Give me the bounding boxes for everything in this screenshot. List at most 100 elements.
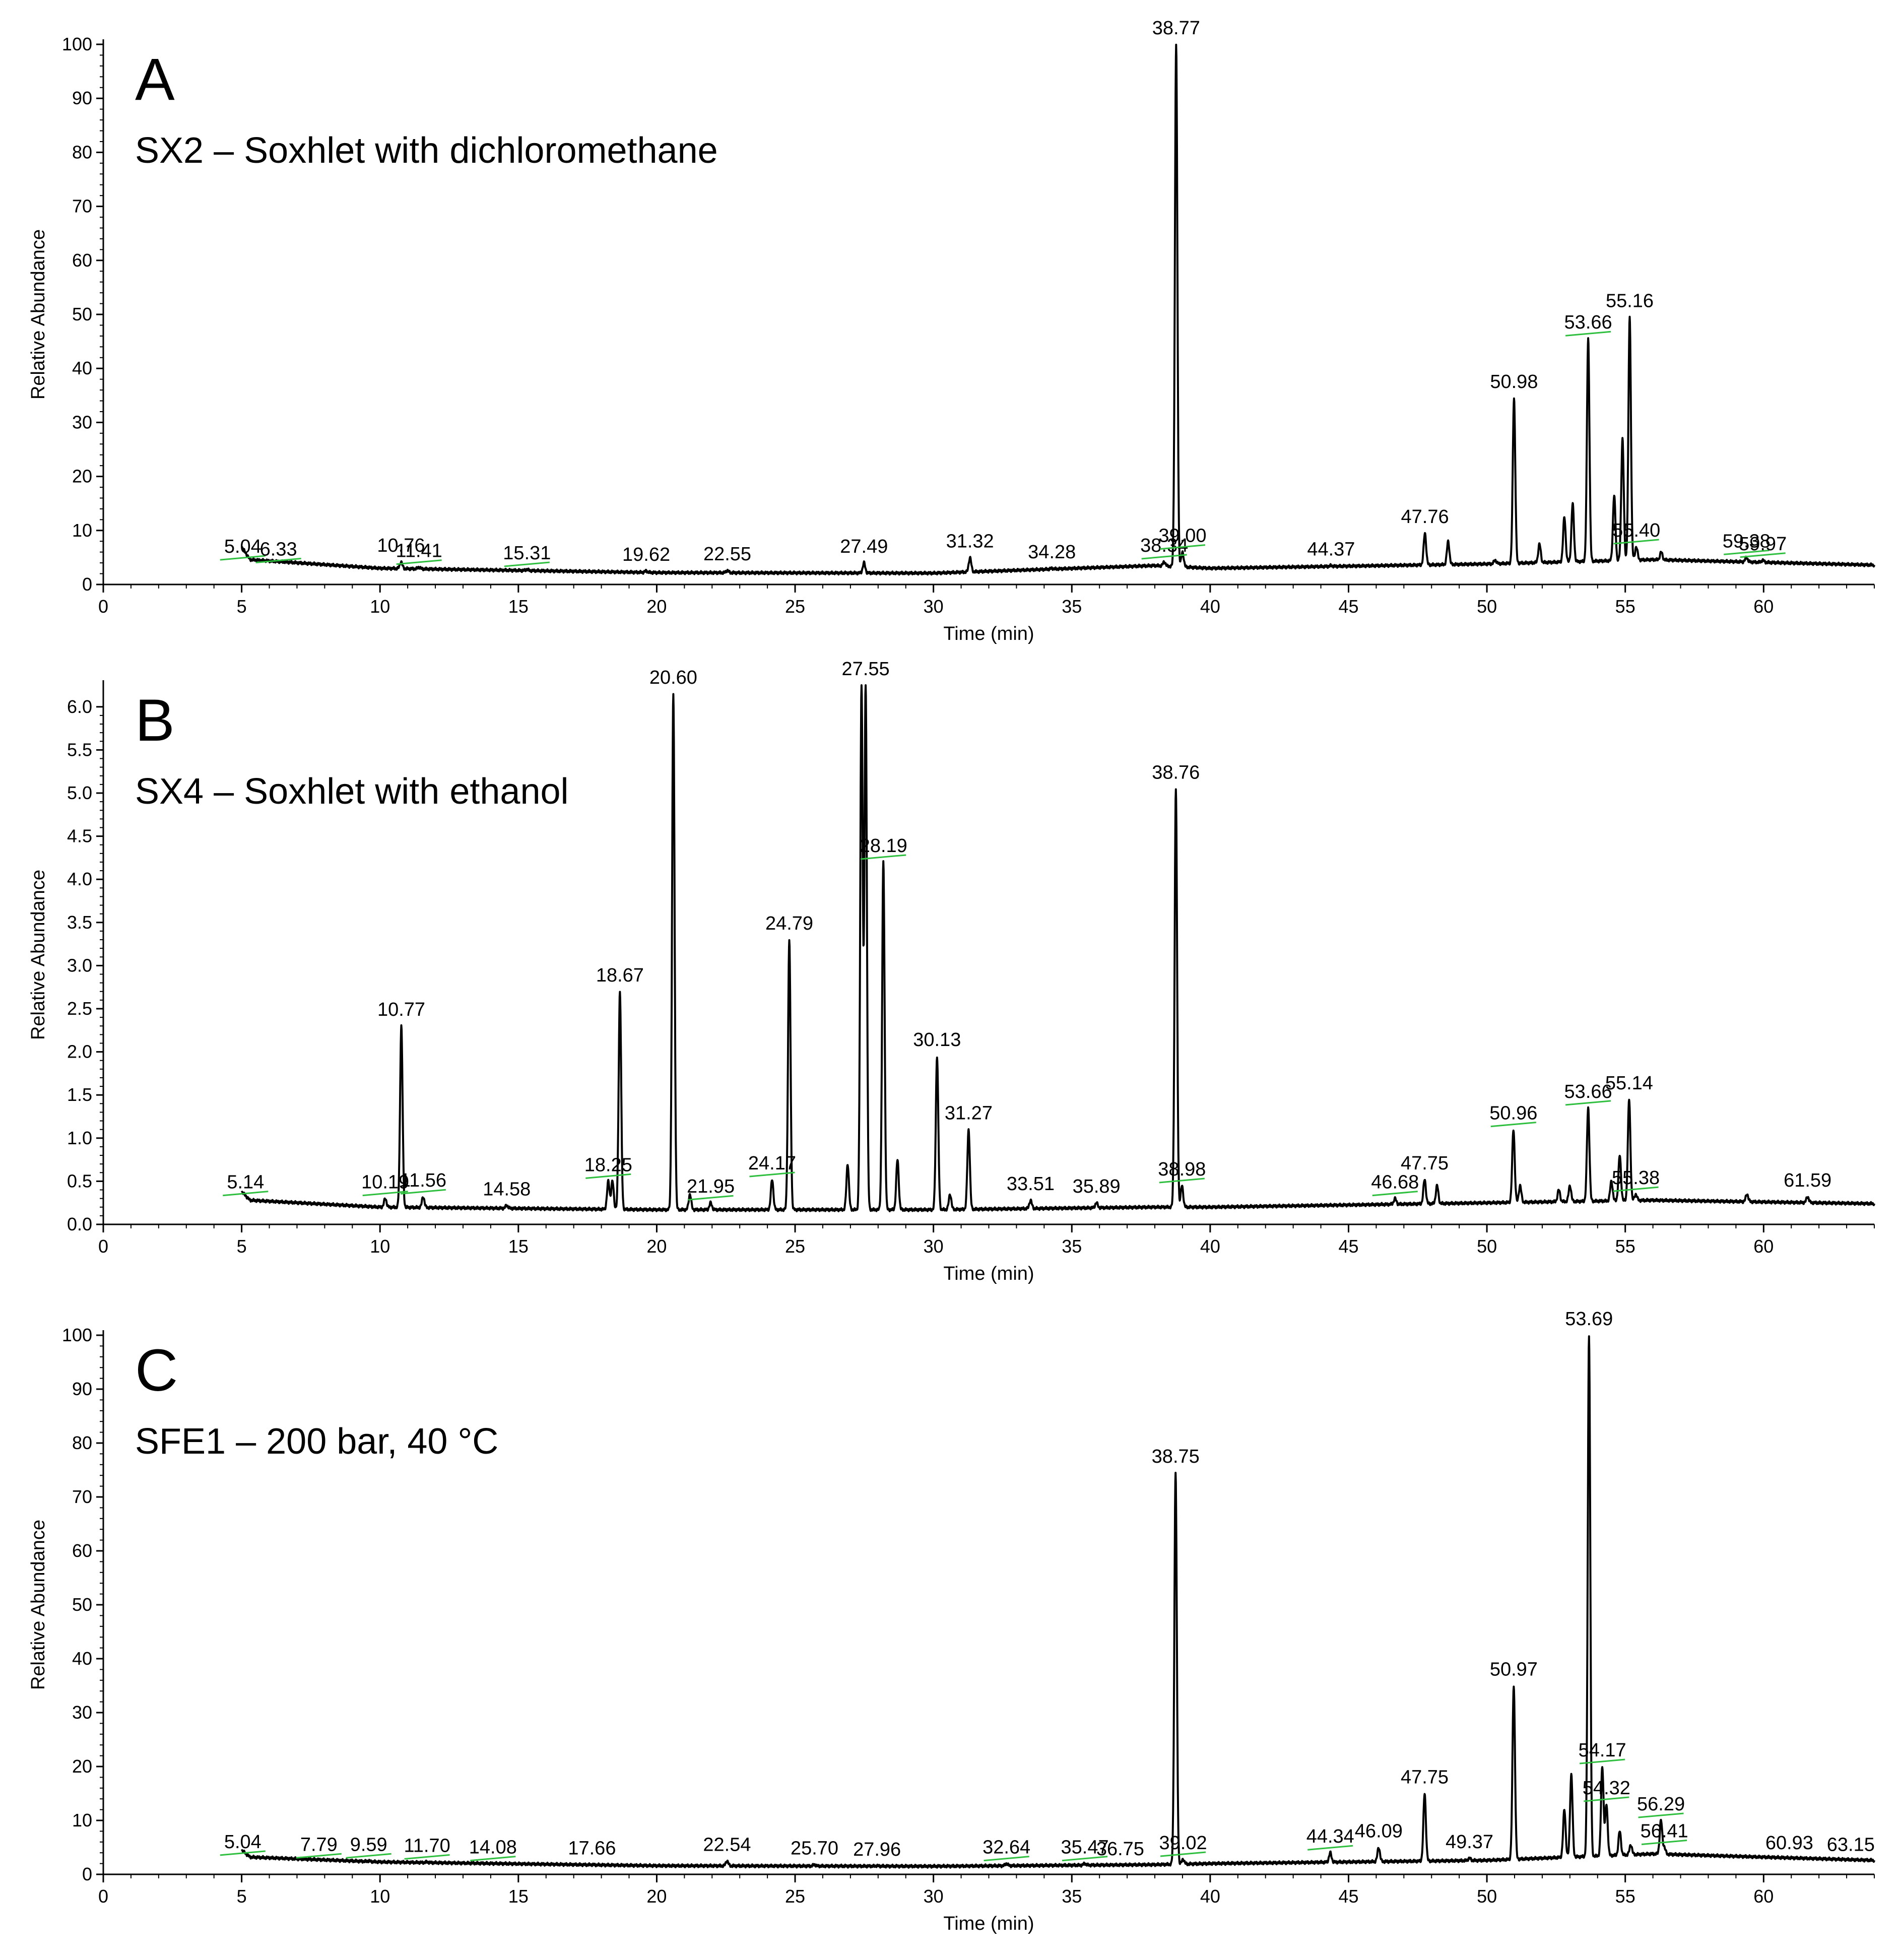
peak-label: 9.59 xyxy=(350,1834,387,1855)
peak-label: 53.66 xyxy=(1564,312,1612,333)
x-tick-label: 10 xyxy=(370,1886,390,1907)
y-tick-label: 40 xyxy=(72,1648,92,1669)
y-tick-label: 10 xyxy=(72,520,92,541)
peak-label: 28.19 xyxy=(860,835,907,857)
y-tick-label: 20 xyxy=(72,1756,92,1777)
peak-label: 5.04 xyxy=(224,536,261,557)
x-axis-title: Time (min) xyxy=(943,623,1034,644)
y-tick-label: 40 xyxy=(72,358,92,378)
y-tick-label: 30 xyxy=(72,412,92,432)
x-tick-label: 25 xyxy=(785,1236,805,1257)
x-axis-title: Time (min) xyxy=(943,1263,1034,1284)
panel-b: 0.00.51.01.52.02.53.03.54.04.55.05.56.00… xyxy=(28,659,1874,1284)
y-tick-label: 1.5 xyxy=(67,1084,92,1105)
x-tick-label: 60 xyxy=(1753,1886,1774,1907)
peak-label: 31.27 xyxy=(945,1103,993,1124)
peak-label: 18.25 xyxy=(584,1154,632,1175)
y-tick-label: 2.0 xyxy=(67,1041,92,1062)
peak-label: 53.69 xyxy=(1565,1309,1613,1330)
x-tick-label: 30 xyxy=(924,1886,944,1907)
x-tick-label: 25 xyxy=(785,1886,805,1907)
y-tick-label: 60 xyxy=(72,1540,92,1561)
x-tick-label: 40 xyxy=(1200,1236,1220,1257)
peak-label: 22.54 xyxy=(703,1834,751,1855)
peak-label: 27.55 xyxy=(842,659,890,680)
y-tick-label: 80 xyxy=(72,142,92,162)
peak-label: 6.33 xyxy=(260,539,297,560)
panel-subtitle: SFE1 – 200 bar, 40 °C xyxy=(135,1421,498,1462)
y-tick-label: 20 xyxy=(72,466,92,487)
peak-label: 20.60 xyxy=(649,667,697,688)
peak-label: 55.14 xyxy=(1605,1073,1653,1094)
peak-label: 11.56 xyxy=(400,1170,446,1191)
x-tick-label: 45 xyxy=(1338,1886,1358,1907)
peak-label: 25.70 xyxy=(791,1838,838,1859)
peak-label: 14.58 xyxy=(483,1179,531,1200)
peak-label: 36.75 xyxy=(1096,1839,1144,1860)
peak-label: 55.38 xyxy=(1612,1167,1660,1189)
peak-label: 22.55 xyxy=(703,544,751,565)
peak-label: 47.75 xyxy=(1401,1767,1449,1788)
y-tick-label: 3.5 xyxy=(67,912,92,933)
x-tick-label: 0 xyxy=(98,1236,108,1257)
peak-label: 5.04 xyxy=(224,1832,261,1853)
x-tick-label: 50 xyxy=(1477,1886,1497,1907)
y-axis-title: Relative Abundance xyxy=(28,229,49,400)
x-tick-label: 25 xyxy=(785,596,805,617)
peak-label: 24.79 xyxy=(765,913,813,934)
x-tick-label: 55 xyxy=(1615,1886,1635,1907)
peak-label: 5.14 xyxy=(227,1172,264,1193)
x-tick-label: 50 xyxy=(1477,596,1497,617)
peak-label: 56.41 xyxy=(1641,1821,1688,1842)
y-tick-label: 70 xyxy=(72,196,92,217)
peak-label: 33.51 xyxy=(1007,1173,1055,1195)
peak-label: 46.68 xyxy=(1371,1172,1419,1193)
x-tick-label: 15 xyxy=(508,1886,529,1907)
peak-label: 54.32 xyxy=(1583,1778,1630,1799)
peak-label: 11.41 xyxy=(396,541,442,562)
x-tick-label: 15 xyxy=(508,596,529,617)
peak-label: 32.64 xyxy=(982,1837,1030,1858)
x-tick-label: 20 xyxy=(646,1886,667,1907)
y-tick-label: 2.5 xyxy=(67,998,92,1019)
x-axis-title: Time (min) xyxy=(943,1913,1034,1934)
peak-label: 11.70 xyxy=(404,1835,450,1856)
peak-label: 34.28 xyxy=(1028,542,1076,563)
peak-label: 18.67 xyxy=(596,965,644,986)
x-tick-label: 5 xyxy=(237,1236,247,1257)
y-tick-label: 5.0 xyxy=(67,782,92,803)
peak-label: 27.96 xyxy=(853,1839,901,1860)
x-tick-label: 30 xyxy=(924,596,944,617)
peak-label: 30.13 xyxy=(913,1029,961,1051)
x-tick-label: 35 xyxy=(1062,1886,1082,1907)
x-tick-label: 40 xyxy=(1200,596,1220,617)
peak-label: 50.98 xyxy=(1490,371,1538,393)
panel-letter: C xyxy=(135,1337,178,1404)
y-tick-label: 100 xyxy=(62,1325,92,1345)
y-tick-label: 50 xyxy=(72,304,92,324)
peak-label: 38.77 xyxy=(1152,18,1200,39)
x-tick-label: 5 xyxy=(237,1886,247,1907)
peak-label: 21.95 xyxy=(687,1176,735,1197)
peak-label: 24.17 xyxy=(748,1153,796,1174)
y-tick-label: 1.0 xyxy=(67,1128,92,1148)
peak-label: 38.76 xyxy=(1152,762,1200,783)
y-tick-label: 0 xyxy=(82,1864,92,1884)
peak-label: 46.09 xyxy=(1355,1821,1403,1842)
y-tick-label: 70 xyxy=(72,1486,92,1507)
peak-label: 15.31 xyxy=(503,543,551,564)
peak-label: 55.16 xyxy=(1606,290,1654,311)
peak-label: 38.75 xyxy=(1152,1446,1200,1467)
panel-letter: B xyxy=(135,687,175,754)
x-tick-label: 40 xyxy=(1200,1886,1220,1907)
peak-label: 44.34 xyxy=(1306,1826,1354,1847)
peak-label: 63.15 xyxy=(1827,1834,1875,1855)
panel-subtitle: SX2 – Soxhlet with dichloromethane xyxy=(135,130,718,171)
peak-label: 7.79 xyxy=(300,1834,338,1855)
y-tick-label: 30 xyxy=(72,1702,92,1723)
panel-subtitle: SX4 – Soxhlet with ethanol xyxy=(135,771,569,812)
x-tick-label: 50 xyxy=(1477,1236,1497,1257)
peak-label: 50.97 xyxy=(1490,1659,1538,1680)
panel-a: 0 10 20 30 40 50 60 70 80 90 100 0 5 10 15 20 25 30 35 40 45… xyxy=(28,18,1874,644)
x-tick-label: 20 xyxy=(646,596,667,617)
